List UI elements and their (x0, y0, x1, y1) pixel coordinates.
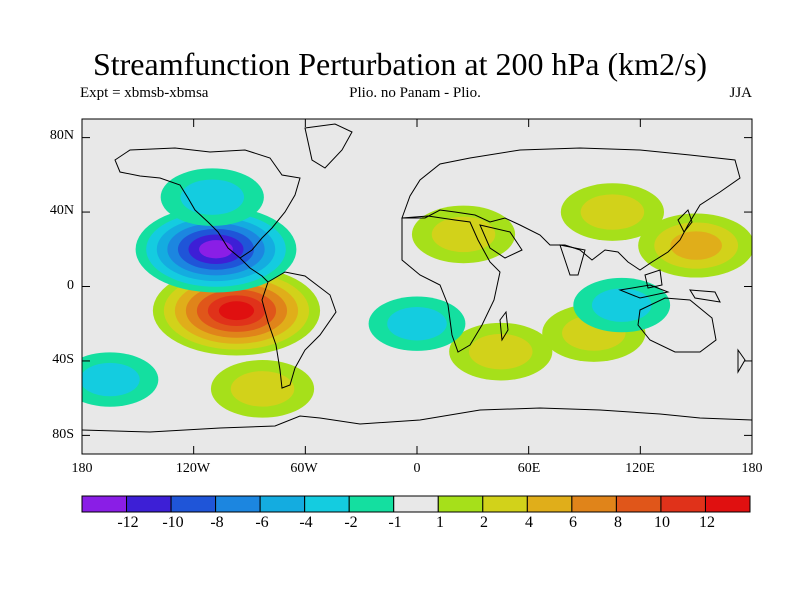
colorbar-swatch (170, 495, 217, 513)
colorbar-tick-label: 2 (480, 514, 488, 531)
anomaly-contour (180, 179, 245, 215)
colorbar-tick-label: -10 (162, 514, 184, 531)
lon-label-60e: 60E (517, 461, 541, 476)
colorbar-tick-label: -12 (117, 514, 139, 531)
anomaly-contour (199, 240, 233, 259)
colorbar-tick-label: 4 (525, 514, 533, 531)
colorbar-swatch (704, 495, 751, 513)
lon-label-180e: 180 (741, 461, 763, 476)
lat-label-80n: 80N (49, 128, 74, 143)
anomaly-contour (387, 306, 447, 341)
colorbar-swatch (482, 495, 528, 513)
colorbar-tick-label: 12 (699, 514, 715, 531)
lat-label-80s: 80S (52, 427, 74, 442)
colorbar-swatch (126, 495, 172, 513)
season-label: JJA (729, 85, 752, 101)
anomaly-contour (230, 371, 295, 407)
anomaly-contour (580, 194, 645, 230)
anomaly-contour (670, 231, 722, 260)
contour-field (82, 168, 752, 418)
lon-label-120w: 120W (175, 461, 211, 476)
axis-ticks (81, 119, 753, 454)
lat-label-equator: 0 (67, 278, 74, 293)
lon-label-60w: 60W (290, 461, 318, 476)
lat-label-40n: 40N (49, 203, 74, 218)
colorbar-swatch (571, 495, 617, 513)
colorbar-tick-label: 8 (614, 514, 622, 531)
lat-label-40s: 40S (52, 352, 74, 367)
anomaly-contour (591, 288, 652, 322)
colorbar-tick-label: -8 (210, 514, 224, 531)
coastlines (82, 123, 752, 433)
colorbar-tick-label: 10 (654, 514, 670, 531)
colorbar-swatch (304, 495, 350, 513)
colorbar-tick-label: -6 (255, 514, 269, 531)
colorbar-tick-label: -1 (388, 514, 402, 531)
colorbar-swatch (393, 495, 439, 513)
colorbar-swatch (526, 495, 573, 513)
experiment-label: Expt = xbmsb-xbmsa (80, 85, 209, 101)
colorbar-tick-label: -2 (344, 514, 358, 531)
lon-label-180w: 180 (71, 461, 93, 476)
anomaly-contour (431, 216, 496, 253)
anomaly-contour (468, 333, 533, 370)
lon-label-120e: 120E (625, 461, 655, 476)
colorbar-tick-label: 1 (436, 514, 444, 531)
colorbar-swatch (259, 495, 306, 513)
colorbar-swatch (215, 495, 261, 513)
chart-title: Streamfunction Perturbation at 200 hPa (… (92, 46, 708, 82)
colorbar-swatch (437, 495, 484, 513)
comparison-label: Plio. no Panam - Plio. (349, 85, 481, 101)
colorbar-swatch (660, 495, 706, 513)
anomaly-contour (218, 301, 255, 321)
colorbar (81, 495, 751, 513)
colorbar-swatch (81, 495, 128, 513)
colorbar-tick-label: -4 (299, 514, 313, 531)
colorbar-tick-label: 6 (569, 514, 577, 531)
colorbar-swatch (348, 495, 395, 513)
colorbar-swatch (615, 495, 662, 513)
anomaly-contour (82, 362, 140, 397)
lon-label-0: 0 (413, 461, 421, 476)
